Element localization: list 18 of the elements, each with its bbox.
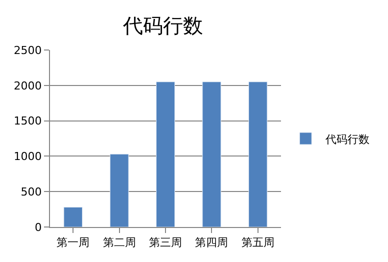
bar <box>202 82 222 227</box>
y-tick-label: 1500 <box>14 114 42 128</box>
y-tick-label: 2000 <box>14 79 42 92</box>
chart-title: 代码行数 <box>122 13 203 38</box>
y-tick-label: 0 <box>34 220 42 234</box>
bar <box>64 206 83 227</box>
y-tick-label: 500 <box>20 185 42 198</box>
bar <box>248 82 268 227</box>
x-tick-label: 第二周 <box>102 236 136 250</box>
legend-label: 代码行数 <box>324 132 370 146</box>
x-tick-label: 第五周 <box>241 236 274 250</box>
x-tick-label: 第四周 <box>195 236 228 250</box>
y-tick-label: 2500 <box>14 44 42 57</box>
x-tick-label: 第一周 <box>56 236 90 250</box>
x-tick-label: 第三周 <box>149 236 182 250</box>
bar <box>156 82 175 227</box>
y-tick-label: 1000 <box>14 150 42 164</box>
bar <box>110 154 129 227</box>
